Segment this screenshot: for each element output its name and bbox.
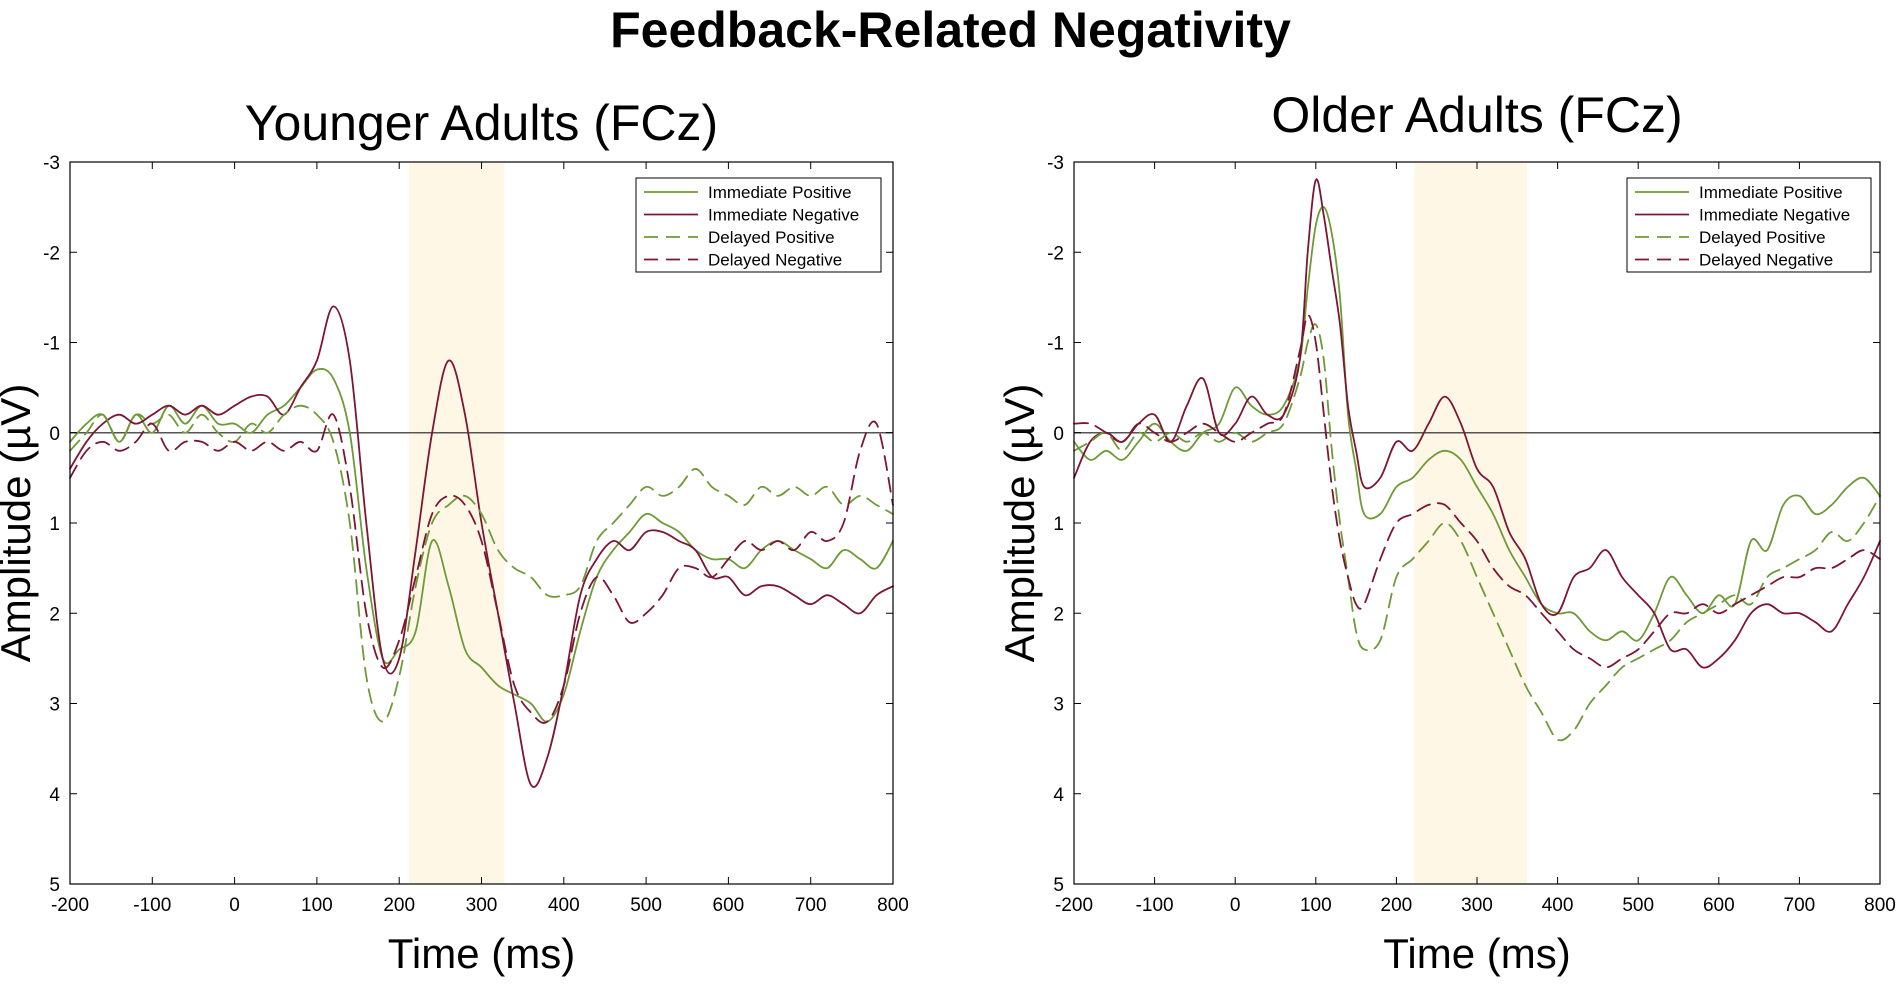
panel-title: Younger Adults (FCz) (245, 95, 718, 151)
y-tick-label: 0 (1053, 424, 1064, 445)
x-tick-label: 0 (1230, 895, 1241, 916)
x-tick-label: 500 (630, 895, 662, 916)
series-line-delayed-positive (69, 404, 894, 723)
y-tick-label: 0 (49, 424, 60, 445)
y-axis-label: Amplitude (µV) (996, 384, 1043, 663)
series-line-delayed-positive (1073, 323, 1881, 742)
y-tick-label: -1 (1047, 334, 1064, 355)
figure-title: Feedback-Related Negativity (610, 2, 1291, 58)
x-tick-label: 300 (466, 895, 498, 916)
x-axis-label: Time (ms) (1383, 930, 1570, 977)
y-tick-label: 3 (1053, 695, 1064, 716)
legend-label: Delayed Negative (708, 251, 842, 270)
series-line-immediate-negative (69, 305, 894, 788)
x-tick-label: 100 (1300, 895, 1332, 916)
series-line-immediate-positive (69, 367, 894, 723)
x-tick-label: -200 (1055, 895, 1093, 916)
legend-label: Delayed Positive (708, 228, 835, 247)
x-tick-label: 400 (548, 895, 580, 916)
legend-label: Immediate Negative (708, 206, 859, 225)
legend-box (1626, 177, 1872, 273)
panel-title: Older Adults (FCz) (1271, 87, 1682, 143)
y-tick-label: -3 (1047, 153, 1064, 174)
x-axis-label: Time (ms) (388, 930, 575, 977)
y-tick-label: 1 (49, 514, 60, 535)
y-tick-label: -3 (43, 153, 60, 174)
legend-label: Immediate Positive (708, 183, 852, 202)
y-axis-label: Amplitude (µV) (0, 384, 39, 663)
x-tick-label: 100 (301, 895, 333, 916)
x-tick-label: 800 (877, 895, 909, 916)
series-line-delayed-negative (69, 413, 894, 724)
y-tick-label: 5 (49, 875, 60, 896)
legend-label: Delayed Negative (1699, 251, 1833, 270)
y-tick-label: 1 (1053, 514, 1064, 535)
y-tick-label: 4 (49, 785, 60, 806)
x-tick-label: 400 (1542, 895, 1574, 916)
y-tick-label: 4 (1053, 785, 1064, 806)
y-tick-label: 2 (1053, 604, 1064, 625)
x-tick-label: 700 (795, 895, 827, 916)
x-tick-label: 700 (1784, 895, 1816, 916)
x-tick-label: -100 (1136, 895, 1174, 916)
x-tick-label: 0 (229, 895, 240, 916)
x-tick-label: -200 (51, 895, 89, 916)
x-tick-label: 200 (1381, 895, 1413, 916)
x-tick-label: -100 (133, 895, 171, 916)
legend-box (635, 177, 882, 273)
x-tick-label: 600 (1703, 895, 1735, 916)
y-tick-label: -2 (1047, 243, 1064, 264)
y-tick-label: 2 (49, 604, 60, 625)
y-tick-label: -1 (43, 334, 60, 355)
x-tick-label: 500 (1622, 895, 1654, 916)
legend-label: Delayed Positive (1699, 228, 1826, 247)
x-tick-label: 600 (713, 895, 745, 916)
series-line-delayed-negative (1073, 314, 1881, 669)
legend-label: Immediate Positive (1699, 183, 1843, 202)
x-tick-label: 300 (1461, 895, 1493, 916)
x-tick-label: 200 (383, 895, 415, 916)
series-line-immediate-negative (1073, 178, 1881, 669)
legend-label: Immediate Negative (1699, 206, 1850, 225)
y-tick-label: 5 (1053, 875, 1064, 896)
highlight-window (409, 162, 505, 884)
highlight-window (1414, 162, 1527, 884)
y-tick-label: 3 (49, 695, 60, 716)
y-tick-label: -2 (43, 243, 60, 264)
x-tick-label: 800 (1864, 895, 1896, 916)
